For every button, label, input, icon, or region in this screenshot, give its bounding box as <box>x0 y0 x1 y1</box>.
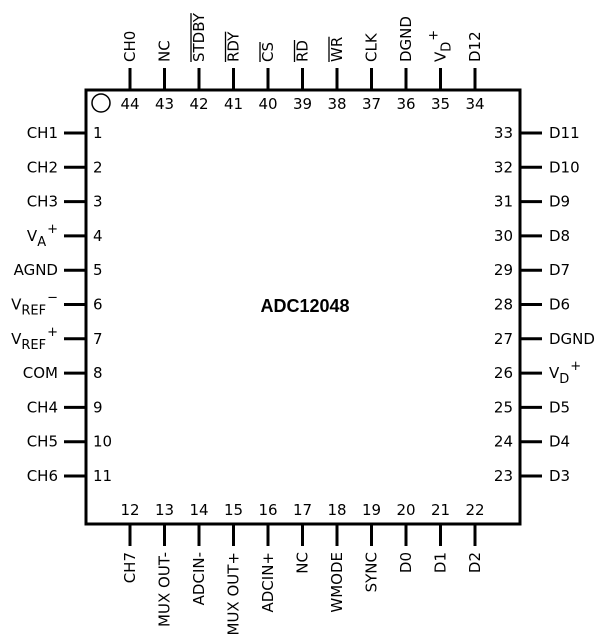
pin-number-42: 42 <box>189 95 208 113</box>
pin-label-d5: D5 <box>549 398 570 416</box>
pin-number-36: 36 <box>396 95 415 113</box>
pin-label-vrefminus: VREF− <box>11 291 58 319</box>
pin-label-d2: D2 <box>466 552 484 573</box>
pin-label-rd: RD <box>294 40 312 62</box>
pin-label-d7: D7 <box>549 261 570 279</box>
pin-number-43: 43 <box>155 95 174 113</box>
pin-label-vrefplus: VREF+ <box>11 325 58 353</box>
pin-number-13: 13 <box>155 501 174 519</box>
pin-label-d9: D9 <box>549 193 570 211</box>
pin-label-d8: D8 <box>549 227 570 245</box>
pin-number-39: 39 <box>293 95 312 113</box>
pin-number-32: 32 <box>494 158 513 176</box>
pin-label-cs: CS <box>259 42 277 62</box>
pin-label-stdby: STDBY <box>190 12 208 62</box>
pin-number-40: 40 <box>258 95 277 113</box>
pin-number-28: 28 <box>494 296 513 314</box>
pin-label-d11: D11 <box>549 124 580 142</box>
pin-label-d3: D3 <box>549 467 570 485</box>
pin-label-clk: CLK <box>363 32 381 62</box>
pin-number-38: 38 <box>327 95 346 113</box>
pin-label-dgnd: DGND <box>397 16 415 62</box>
pin-number-44: 44 <box>120 95 139 113</box>
pin-number-20: 20 <box>396 501 415 519</box>
pin-label-dgnd: DGND <box>549 330 595 348</box>
pin-number-37: 37 <box>362 95 381 113</box>
pin1-marker <box>91 93 111 113</box>
pin-label-d0: D0 <box>397 552 415 573</box>
pin-label-d10: D10 <box>549 158 580 176</box>
pin-label-d1: D1 <box>432 552 450 573</box>
pin-number-12: 12 <box>120 501 139 519</box>
pin-number-11: 11 <box>93 467 112 485</box>
pin-label-d4: D4 <box>549 433 570 451</box>
pin-number-15: 15 <box>224 501 243 519</box>
pin-label-vaplus: VA+ <box>27 222 58 250</box>
pin-label-com: COM <box>23 364 58 382</box>
pin-number-27: 27 <box>494 330 513 348</box>
pin-number-9: 9 <box>93 398 103 416</box>
pin-number-1: 1 <box>93 124 103 142</box>
pin-number-29: 29 <box>494 261 513 279</box>
pin-label-rdy: RDY <box>225 31 243 62</box>
pin-number-14: 14 <box>189 501 208 519</box>
pin-number-17: 17 <box>293 501 312 519</box>
chip-title: ADC12048 <box>260 296 349 316</box>
pin-number-16: 16 <box>258 501 277 519</box>
pin-label-ch6: CH6 <box>27 467 58 485</box>
pin-label-agnd: AGND <box>14 261 58 279</box>
pin-number-5: 5 <box>93 261 103 279</box>
pin-label-ch4: CH4 <box>27 398 58 416</box>
pin-number-30: 30 <box>494 227 513 245</box>
pin-group: CH1 1 CH2 2 CH3 3 VA+ 4 AGND 5 VREF− 6 VREF+ 7 COM 8 CH4… <box>11 12 595 635</box>
pin-label-sync: SYNC <box>363 552 381 592</box>
pin-label-nc: NC <box>156 40 174 62</box>
pin-number-3: 3 <box>93 193 103 211</box>
pin-number-18: 18 <box>327 501 346 519</box>
pin-number-8: 8 <box>93 364 103 382</box>
pin-label-vdplus: VD+ <box>427 30 455 62</box>
pin-number-26: 26 <box>494 364 513 382</box>
pin-number-21: 21 <box>431 501 450 519</box>
pin-number-2: 2 <box>93 158 103 176</box>
pin-number-7: 7 <box>93 330 103 348</box>
pin-label-ch1: CH1 <box>27 124 58 142</box>
pin-number-34: 34 <box>465 95 484 113</box>
pin-number-31: 31 <box>494 193 513 211</box>
pin-label-vdplus: VD+ <box>549 359 581 387</box>
pin-number-23: 23 <box>494 467 513 485</box>
pin-label-ch7: CH7 <box>121 552 139 583</box>
pin-label-d6: D6 <box>549 296 570 314</box>
pin-number-41: 41 <box>224 95 243 113</box>
pin-label-wmode: WMODE <box>328 552 346 613</box>
pin-number-25: 25 <box>494 398 513 416</box>
pin-number-10: 10 <box>93 433 112 451</box>
pin-label-adcin: ADCIN+ <box>259 552 277 613</box>
pin-number-4: 4 <box>93 227 103 245</box>
pin-label-adcin: ADCIN- <box>190 552 208 605</box>
pin-number-22: 22 <box>465 501 484 519</box>
pin-label-mux-out: MUX OUT+ <box>225 552 243 635</box>
pin-number-19: 19 <box>362 501 381 519</box>
pin-label-ch5: CH5 <box>27 433 58 451</box>
pin-number-6: 6 <box>93 296 103 314</box>
pin-number-24: 24 <box>494 433 513 451</box>
pin-label-d12: D12 <box>466 31 484 62</box>
pin-number-35: 35 <box>431 95 450 113</box>
pin-label-ch0: CH0 <box>121 31 139 62</box>
pin-label-nc: NC <box>294 552 312 574</box>
pin-label-mux-out: MUX OUT- <box>156 552 174 627</box>
pin-label-ch2: CH2 <box>27 158 58 176</box>
pin-label-ch3: CH3 <box>27 193 58 211</box>
pin-number-33: 33 <box>494 124 513 142</box>
pin-label-wr: WR <box>328 37 346 62</box>
